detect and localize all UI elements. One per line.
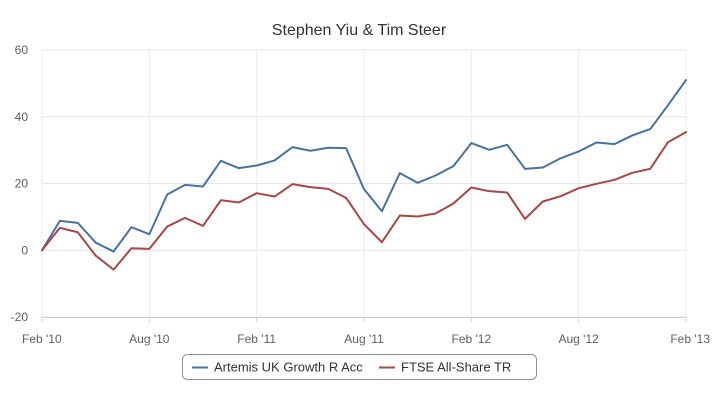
y-tick-label: 20	[15, 177, 29, 191]
legend[interactable]: Artemis UK Growth R Acc FTSE All-Share TR	[182, 354, 537, 380]
legend-item-2[interactable]: FTSE All-Share TR	[379, 360, 511, 375]
x-tick-label: Aug '10	[129, 332, 170, 346]
series-line-1[interactable]	[41, 79, 687, 253]
x-tick-label: Aug '12	[559, 332, 600, 346]
legend-label: FTSE All-Share TR	[401, 360, 511, 375]
grid	[41, 49, 687, 318]
series-group	[41, 79, 687, 271]
legend-label: Artemis UK Growth R Acc	[214, 360, 363, 375]
y-tick-label: 60	[15, 43, 29, 57]
series-line-2[interactable]	[41, 131, 687, 271]
x-tick-label: Feb '11	[237, 332, 276, 346]
x-tick-label: Feb '13	[670, 332, 710, 346]
legend-item-1[interactable]: Artemis UK Growth R Acc	[192, 360, 363, 375]
axes: -20 0 20 40 60 Feb '10 Aug '10 Feb '11 Aug '11 Fe…	[11, 43, 711, 346]
chart-title: Stephen Yiu & Tim Steer	[272, 22, 447, 39]
y-tick-label: 0	[21, 243, 28, 257]
legend-box	[182, 354, 537, 380]
y-tick-label: 40	[15, 110, 29, 124]
y-tick-label: -20	[11, 310, 29, 324]
x-tick-label: Feb '12	[452, 332, 492, 346]
x-tick-label: Aug '11	[344, 332, 384, 346]
x-tick-label: Feb '10	[22, 332, 62, 346]
